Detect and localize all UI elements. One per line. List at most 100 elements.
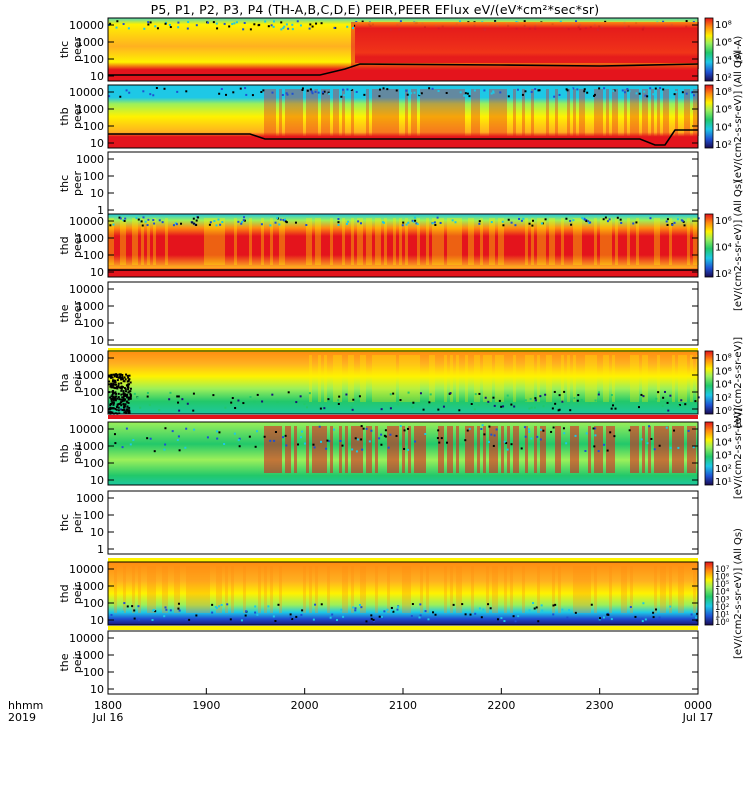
noise-speck [177, 401, 180, 404]
noise-speck [300, 614, 303, 617]
noise-speck [662, 20, 665, 23]
noise-speck [501, 220, 504, 223]
noise-speck [583, 218, 586, 221]
noise-speck [658, 616, 661, 619]
noise-speck [502, 405, 505, 408]
noise-speck [156, 27, 159, 30]
noise-speck [340, 608, 343, 611]
spectrogram-streak [429, 89, 432, 136]
spectrogram-streak [384, 89, 387, 136]
noise-speck [553, 390, 556, 393]
noise-speck [489, 607, 492, 610]
noise-speck [474, 393, 477, 396]
noise-speck [164, 22, 167, 25]
noise-speck [522, 217, 525, 220]
noise-speck [121, 446, 124, 449]
noise-speck [129, 393, 132, 396]
noise-speck [669, 446, 672, 449]
spectrogram-streak [600, 426, 603, 473]
noise-speck [512, 615, 515, 618]
noise-speck [437, 90, 440, 93]
noise-speck [558, 394, 561, 397]
spectrogram-streak [630, 89, 633, 136]
noise-speck [152, 219, 155, 222]
noise-speck [128, 410, 131, 413]
noise-speck [238, 445, 241, 448]
noise-speck [249, 28, 252, 31]
noise-speck [232, 91, 235, 94]
spectrogram-streak [459, 89, 462, 136]
spectrogram-streak [561, 355, 564, 402]
spectrogram-streak [591, 355, 594, 402]
spectrogram-streak [288, 426, 291, 473]
noise-speck [163, 448, 166, 451]
noise-speck [428, 401, 431, 404]
noise-speck [139, 406, 142, 409]
noise-speck [646, 442, 649, 445]
noise-speck [573, 397, 576, 400]
spectrogram-streak [153, 218, 156, 265]
noise-speck [671, 223, 674, 226]
noise-speck [249, 396, 252, 399]
spectrogram-streak [585, 355, 588, 402]
noise-speck [319, 407, 322, 410]
spectrogram-streak [414, 355, 417, 402]
spectrogram-streak [477, 426, 480, 473]
spectrogram-streak [459, 218, 462, 265]
spectrogram-streak [588, 355, 591, 402]
spectrogram-streak [615, 218, 618, 265]
noise-speck [681, 91, 684, 94]
noise-speck [640, 393, 643, 396]
spectrogram-streak [381, 89, 384, 136]
noise-speck [513, 405, 516, 408]
noise-speck [433, 221, 436, 224]
noise-speck [342, 615, 345, 618]
noise-speck [241, 220, 244, 223]
noise-speck [644, 94, 647, 97]
noise-speck [137, 605, 140, 608]
spectrogram-streak [132, 566, 135, 613]
noise-speck [311, 92, 314, 95]
noise-speck [582, 217, 585, 220]
noise-speck [118, 398, 121, 401]
noise-speck [414, 219, 417, 222]
noise-speck [646, 95, 649, 98]
y-tick-label: 10 [90, 334, 104, 347]
noise-speck [282, 27, 285, 30]
noise-speck [488, 425, 491, 428]
noise-speck [140, 220, 143, 223]
noise-speck [610, 407, 613, 410]
noise-speck [133, 609, 136, 612]
spectrogram-streak [450, 218, 453, 265]
noise-speck [327, 91, 330, 94]
spectrogram-streak [681, 426, 684, 473]
spectrogram-streak [603, 218, 606, 265]
noise-speck [127, 398, 130, 401]
spectrogram-streak [441, 426, 444, 473]
noise-speck [380, 443, 383, 446]
spectrogram-streak [483, 355, 486, 402]
noise-speck [243, 216, 246, 219]
noise-speck [665, 220, 668, 223]
spectrogram-streak [471, 218, 474, 265]
spectrogram-streak [504, 89, 507, 136]
spectrogram-streak [393, 355, 396, 402]
spectrogram-streak [501, 355, 504, 402]
noise-speck [585, 220, 588, 223]
spectrogram-streak [234, 218, 237, 265]
noise-speck [355, 90, 358, 93]
spectrogram-streak [465, 426, 468, 473]
noise-speck [251, 94, 254, 97]
noise-speck [114, 442, 117, 445]
noise-speck [552, 604, 555, 607]
panel-thc-peir [107, 490, 699, 555]
noise-speck [598, 87, 601, 90]
noise-speck [120, 389, 123, 392]
noise-speck [231, 397, 234, 400]
spectrogram-streak [369, 218, 372, 265]
noise-speck [115, 408, 118, 411]
noise-speck [242, 28, 245, 31]
noise-speck [566, 616, 569, 619]
noise-speck [237, 439, 240, 442]
noise-speck [273, 439, 276, 442]
